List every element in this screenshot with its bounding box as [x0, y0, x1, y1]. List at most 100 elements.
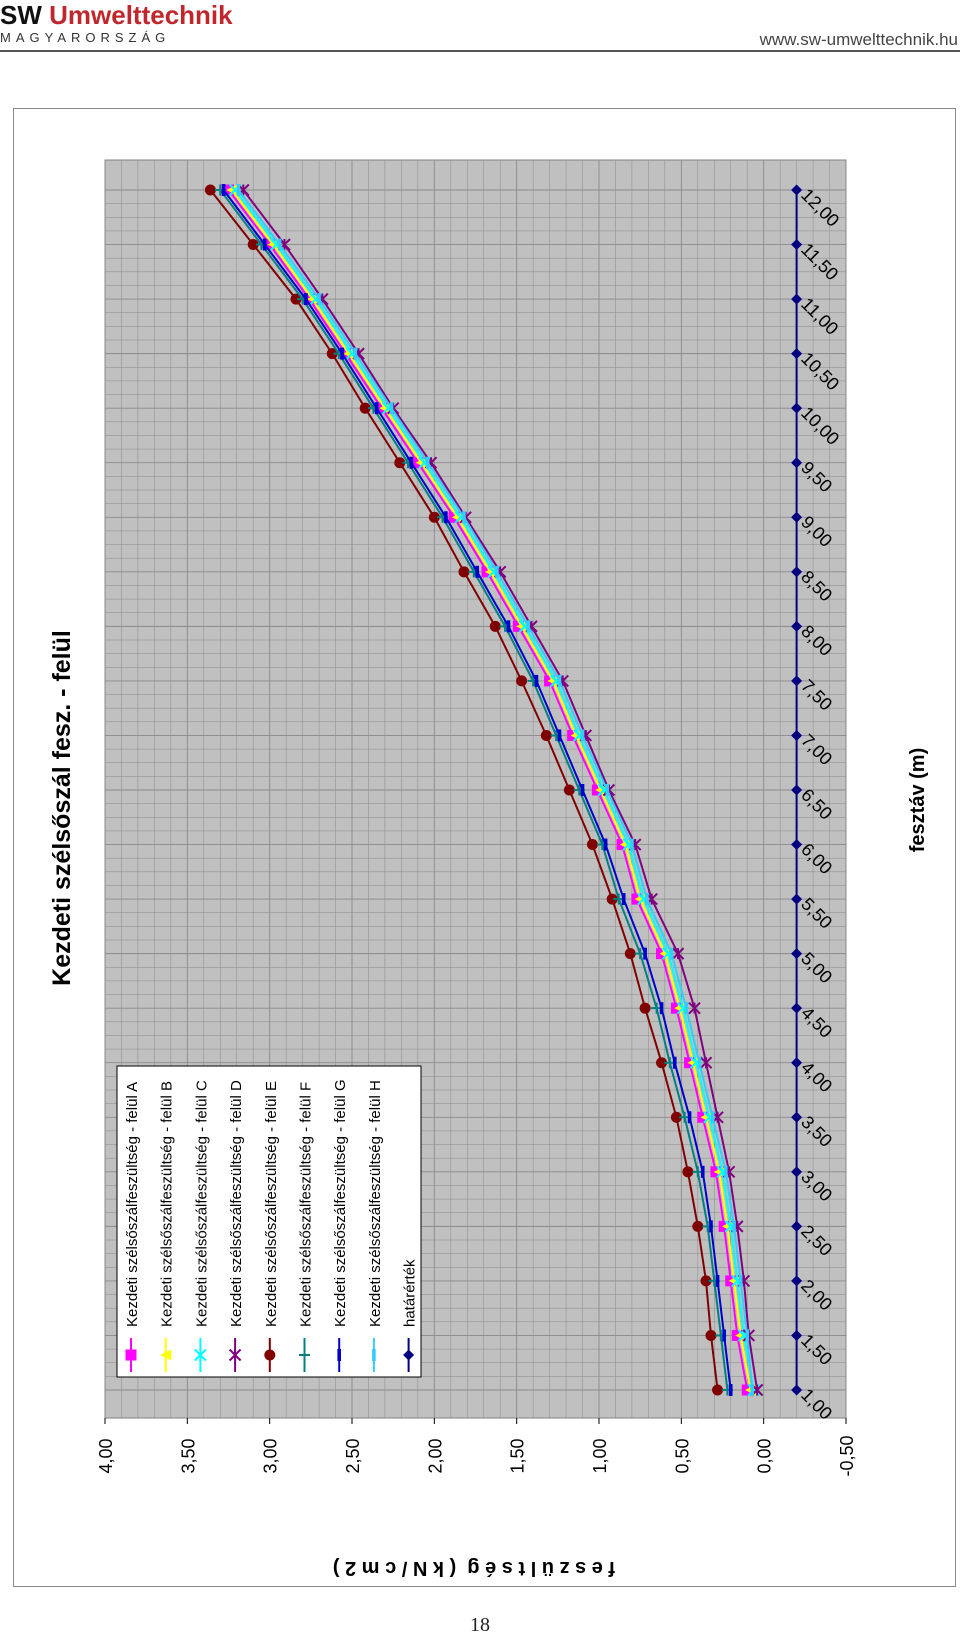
data-point: [791, 620, 803, 632]
data-point: [458, 566, 470, 578]
data-point: [791, 948, 803, 960]
data-point: [715, 1274, 720, 1287]
data-point: [299, 1349, 310, 1361]
data-point: [791, 511, 803, 523]
legend-label: Kezdeti szélsőszálfeszültség - felül G: [332, 1079, 349, 1327]
data-point: [709, 1220, 713, 1233]
data-point: [359, 402, 371, 414]
data-point: [444, 511, 448, 524]
data-point: [672, 1056, 677, 1069]
series-layer: [204, 183, 803, 1397]
data-point: [643, 947, 647, 960]
data-point: [415, 457, 427, 469]
data-point: [563, 784, 575, 796]
chart-title: Kezdeti szélsőszál fesz. - felül: [48, 630, 76, 986]
data-point: [682, 1166, 694, 1178]
data-point: [226, 184, 238, 196]
data-point: [705, 1329, 717, 1341]
data-point: [621, 893, 626, 906]
data-point: [475, 565, 479, 578]
x-axis-label: fesztáv (m): [907, 748, 929, 852]
brand-logo: SW Umwelttechnik: [0, 0, 233, 31]
data-point: [403, 1349, 415, 1361]
y-tick-label: 1,00: [590, 1438, 610, 1473]
y-tick-label: 3,50: [178, 1438, 198, 1473]
data-point: [557, 674, 562, 687]
brand-name: Umwelttechnik: [49, 0, 233, 30]
data-point: [791, 184, 803, 196]
brand-subtitle: MAGYARORSZÁG: [0, 30, 171, 45]
chart-frame: [13, 108, 956, 1587]
legend-label: Kezdeti szélsőszálfeszültség - felül E: [263, 1081, 280, 1327]
data-point: [221, 184, 226, 196]
data-point: [277, 238, 282, 251]
data-point: [738, 1274, 743, 1287]
data-point: [697, 1056, 702, 1069]
data-point: [700, 1275, 712, 1287]
data-point: [516, 675, 528, 687]
legend-label: Kezdeti szélsőszálfeszültség - felül F: [298, 1082, 315, 1327]
data-point: [194, 1348, 207, 1362]
grid: [104, 160, 847, 1418]
data-point: [723, 1165, 728, 1178]
data-point: [670, 1111, 682, 1123]
data-point: [791, 729, 803, 741]
data-point: [722, 1329, 726, 1342]
legend-label: Kezdeti szélsőszálfeszültség - felül H: [367, 1080, 384, 1327]
data-point: [687, 1111, 692, 1124]
data-point: [586, 839, 598, 851]
data-point: [791, 1002, 803, 1014]
data-point: [204, 184, 216, 196]
data-point: [624, 948, 636, 960]
data-point: [353, 347, 358, 360]
data-point: [394, 457, 406, 469]
data-point: [791, 348, 803, 360]
data-point: [462, 511, 466, 524]
data-point: [262, 238, 267, 251]
data-point: [659, 1002, 664, 1015]
data-point: [580, 784, 585, 796]
data-point: [428, 511, 440, 523]
legend-label: Kezdeti szélsőszálfeszültség - felül A: [124, 1082, 141, 1327]
data-point: [337, 1349, 341, 1361]
data-point: [606, 893, 618, 905]
data-point: [791, 1384, 803, 1396]
data-point: [745, 1329, 749, 1342]
y-tick-label: 0,50: [672, 1438, 692, 1473]
series: [236, 184, 754, 1396]
data-point: [791, 1220, 803, 1232]
series: [791, 184, 803, 1396]
y-tick-label: 2,50: [343, 1438, 363, 1473]
data-point: [750, 1384, 754, 1396]
data-point: [495, 565, 499, 578]
data-point: [791, 893, 803, 905]
header-divider: [0, 50, 960, 52]
data-point: [699, 1056, 713, 1069]
data-point: [372, 1349, 376, 1361]
data-point: [639, 1002, 651, 1014]
website-url[interactable]: www.sw-umwelttechnik.hu: [759, 30, 958, 49]
series: [204, 184, 724, 1396]
data-point: [340, 347, 344, 360]
data-point: [228, 1348, 242, 1362]
data-point: [644, 893, 649, 906]
data-point: [700, 1165, 705, 1178]
data-point: [671, 947, 685, 960]
data-point: [791, 1329, 803, 1341]
y-tick-label: 4,00: [96, 1438, 116, 1473]
data-point: [290, 293, 302, 305]
data-point: [656, 1057, 668, 1069]
data-point: [712, 1384, 724, 1396]
data-point: [534, 674, 539, 687]
data-point: [125, 1349, 137, 1361]
data-point: [688, 1001, 701, 1015]
data-point: [603, 838, 608, 851]
y-tick-label: 2,00: [425, 1438, 445, 1473]
legend-box: [116, 1065, 422, 1378]
data-point: [605, 784, 610, 796]
data-point: [304, 293, 308, 306]
page-header: SW Umwelttechnik MAGYARORSZÁG www.sw-umw…: [0, 0, 960, 54]
data-point: [374, 402, 379, 415]
y-tick-label: 0,00: [755, 1438, 775, 1473]
data-point: [267, 239, 279, 251]
